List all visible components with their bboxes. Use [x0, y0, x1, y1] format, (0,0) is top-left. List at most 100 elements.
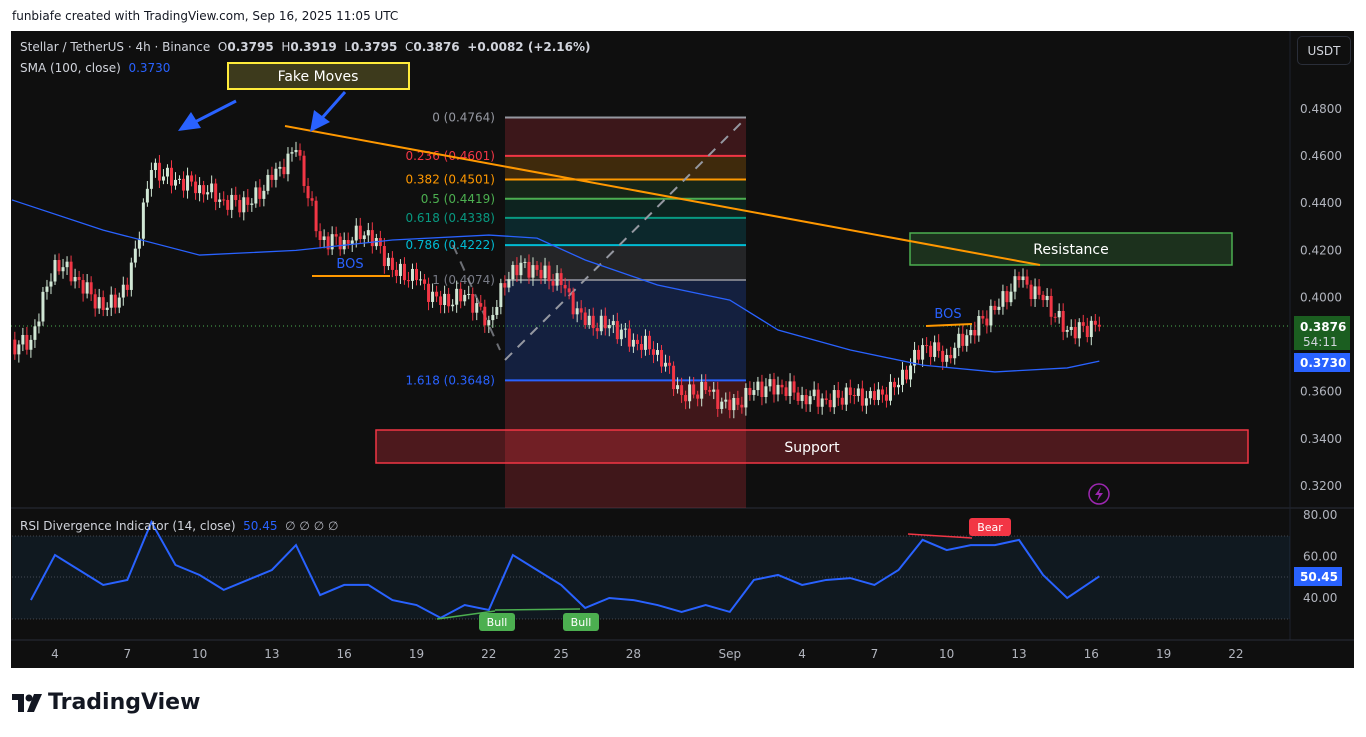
candle-body: [73, 277, 77, 282]
candle-body: [447, 293, 451, 307]
candle-body: [973, 329, 977, 336]
candle-body: [639, 344, 643, 350]
candle-body: [471, 293, 475, 313]
bar-countdown: 54:11: [1303, 335, 1338, 349]
candle-body: [262, 190, 266, 199]
candle-body: [672, 365, 676, 390]
sma-legend[interactable]: SMA (100, close) 0.3730: [20, 61, 170, 75]
arrow-icon[interactable]: [310, 91, 347, 132]
candle-body: [1061, 310, 1065, 332]
candle-body: [623, 328, 627, 330]
candle-body: [338, 236, 342, 250]
candle-body: [45, 286, 49, 292]
candle-body: [350, 240, 354, 244]
sma-line[interactable]: [11, 199, 1100, 373]
symbol-legend[interactable]: Stellar / TetherUS · 4h · Binance O0.379…: [20, 40, 591, 54]
candle-body: [1073, 326, 1077, 339]
rsi-legend[interactable]: RSI Divergence Indicator (14, close) 50.…: [20, 519, 338, 533]
candle-body: [808, 396, 812, 405]
support-zone[interactable]: [375, 429, 1249, 464]
bull-badge-2: [563, 613, 599, 631]
lightning-icon[interactable]: [1088, 483, 1110, 505]
candle-body: [370, 230, 374, 247]
candle-body: [635, 339, 639, 345]
candle-body: [591, 315, 595, 329]
candle-body: [736, 398, 740, 405]
candle-body: [744, 387, 748, 408]
fake-moves-box[interactable]: [227, 62, 410, 90]
candle-body: [479, 303, 483, 307]
fib-level-label: 0.5 (0.4419): [421, 192, 495, 206]
candle-body: [937, 342, 941, 351]
candle-body: [121, 284, 125, 298]
candle-body: [796, 392, 800, 401]
candle-body: [820, 398, 824, 407]
sma-legend-value: 0.3730: [128, 61, 171, 75]
candle-body: [306, 186, 310, 199]
fib-level-label: 0.382 (0.4501): [405, 172, 495, 186]
candle-body: [848, 387, 852, 396]
candle-body: [101, 297, 105, 310]
candle-body: [65, 261, 69, 268]
candle-body: [310, 198, 314, 201]
fib-level-label: 0.618 (0.4338): [405, 211, 495, 225]
candle-body: [828, 399, 832, 408]
fib-retracement[interactable]: 0 (0.4764)0.236 (0.4601)0.382 (0.4501)0.…: [405, 110, 747, 508]
arrow-icon[interactable]: [178, 99, 237, 131]
bos-line-2[interactable]: [925, 323, 973, 327]
tradingview-logo[interactable]: TradingView: [12, 690, 200, 715]
low-label: L: [344, 40, 351, 54]
candle-body: [1053, 316, 1057, 318]
candle-body: [816, 389, 820, 407]
candle-body: [756, 381, 760, 391]
descending-trendline[interactable]: [284, 125, 1041, 266]
candle-body: [85, 282, 89, 294]
candle-body: [49, 281, 53, 287]
candle-body: [949, 354, 953, 359]
candle-body: [25, 334, 29, 350]
candle-body: [832, 390, 836, 408]
candle-body: [13, 339, 17, 355]
price-axis-label: 0.4400: [1300, 196, 1342, 210]
candle-body: [768, 379, 772, 387]
currency-button[interactable]: USDT: [1297, 36, 1351, 65]
change-value: +0.0082 (+2.16%): [467, 40, 591, 54]
high-label: H: [281, 40, 291, 54]
candle-body: [961, 333, 965, 346]
candle-body: [884, 394, 888, 401]
candle-body: [153, 162, 157, 171]
candle-body: [495, 307, 499, 315]
candle-body: [788, 381, 792, 396]
candle-body: [105, 307, 109, 310]
candle-body: [161, 176, 165, 181]
rsi-line[interactable]: [30, 519, 1100, 620]
candle-body: [334, 234, 338, 237]
resistance-zone[interactable]: [909, 232, 1233, 266]
chart-frame[interactable]: [11, 31, 1354, 668]
candle-body: [206, 192, 210, 195]
rsi-legend-extra: ∅ ∅ ∅ ∅: [285, 519, 339, 533]
candle-body: [921, 345, 925, 360]
candle-body: [760, 381, 764, 397]
candle-body: [872, 391, 876, 400]
candle-body: [145, 188, 149, 203]
candle-body: [382, 246, 386, 267]
candle-body: [1065, 329, 1069, 332]
candle-body: [294, 149, 298, 153]
price-axis-label: 0.4200: [1300, 243, 1342, 257]
candle-body: [888, 381, 892, 401]
candle-body: [53, 260, 57, 282]
candle-body: [1033, 286, 1037, 300]
candle-body: [423, 279, 427, 284]
tradingview-logo-text: TradingView: [48, 690, 201, 715]
candle-body: [784, 387, 788, 396]
candle-body: [1041, 294, 1045, 301]
candle-body: [250, 203, 254, 205]
candle-body: [852, 395, 856, 397]
candle-body: [957, 333, 961, 348]
candle-body: [394, 269, 398, 276]
fib-level-label: 0 (0.4764): [432, 110, 495, 124]
candle-body: [37, 321, 41, 327]
candle-body: [740, 404, 744, 408]
